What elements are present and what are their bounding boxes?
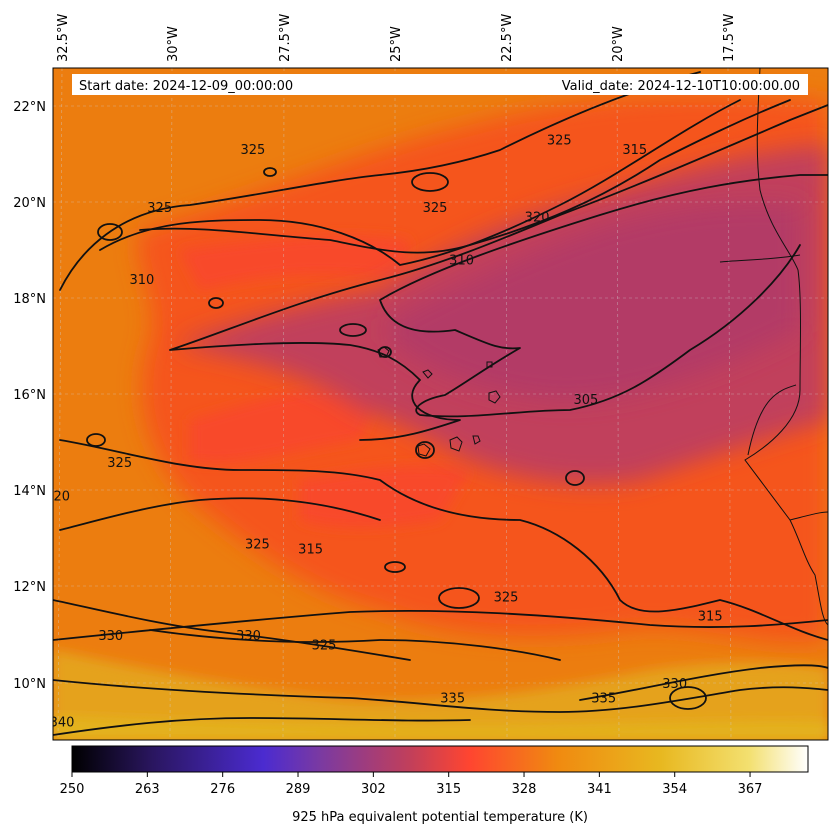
lon-label: 30°W bbox=[166, 26, 181, 62]
contour-labels: 325 325 325 325 320 315 310 310 305 325 320 325 315 3… bbox=[45, 134, 723, 731]
colorbar-tick-label: 289 bbox=[286, 782, 311, 797]
contour-label: 330 bbox=[98, 629, 123, 644]
contour-label: 325 bbox=[245, 538, 270, 553]
colorbar-tick-label: 328 bbox=[512, 782, 537, 797]
contour-label: 305 bbox=[573, 393, 598, 408]
contour-label: 325 bbox=[547, 134, 572, 149]
contour-label: 320 bbox=[525, 210, 550, 225]
lat-label: 18°N bbox=[13, 292, 46, 307]
contour-label: 335 bbox=[591, 691, 616, 706]
longitude-labels: 32.5°W 30°W 27.5°W 25°W 22.5°W 20°W 17.5… bbox=[56, 14, 737, 62]
closed-contour bbox=[208, 297, 224, 309]
contour-label: 325 bbox=[494, 590, 519, 605]
closed-contour bbox=[438, 587, 480, 609]
field-southern-band-strong bbox=[53, 715, 828, 740]
colorbar-tick-label: 341 bbox=[587, 782, 612, 797]
map-panel: 325 325 325 325 320 315 310 310 305 325 320 325 315 3… bbox=[45, 68, 828, 740]
contour-label: 315 bbox=[298, 542, 323, 557]
lon-label: 27.5°W bbox=[278, 14, 293, 62]
lat-label: 20°N bbox=[13, 196, 46, 211]
contour-label: 330 bbox=[236, 629, 261, 644]
lon-label: 20°W bbox=[611, 26, 626, 62]
contour-label: 320 bbox=[45, 489, 70, 504]
cape-verde-island bbox=[486, 361, 493, 368]
cape-verde-island bbox=[472, 435, 481, 445]
closed-contour bbox=[565, 470, 585, 486]
closed-contour bbox=[669, 686, 707, 710]
contour-label: 325 bbox=[240, 143, 265, 158]
closed-contour bbox=[415, 441, 435, 459]
contour-340 bbox=[53, 717, 471, 736]
contour-label: 325 bbox=[107, 456, 132, 471]
date-banner bbox=[72, 74, 808, 95]
contour-label: 315 bbox=[698, 610, 723, 625]
contour-label: 315 bbox=[622, 143, 647, 158]
cape-verde-island bbox=[488, 390, 501, 404]
contour-325 bbox=[59, 71, 701, 661]
african-border bbox=[719, 254, 828, 521]
cape-verde-island bbox=[377, 346, 390, 358]
colorbar-gradient bbox=[71, 745, 809, 773]
lat-label: 14°N bbox=[13, 484, 46, 499]
closed-contour bbox=[97, 223, 123, 241]
african-coast bbox=[744, 68, 828, 626]
colorbar-tick-label: 367 bbox=[738, 782, 763, 797]
colorbar-label: 925 hPa equivalent potential temperature… bbox=[292, 810, 588, 825]
field-purple-core bbox=[390, 203, 800, 400]
closed-contour bbox=[86, 433, 106, 447]
colorbar-tick-label: 315 bbox=[436, 782, 461, 797]
cape-verde-island bbox=[422, 369, 433, 379]
contour-label: 330 bbox=[662, 677, 687, 692]
closed-contour bbox=[411, 172, 449, 192]
field-red-fingers bbox=[180, 235, 470, 528]
contour-label: 310 bbox=[449, 254, 474, 269]
lat-label: 12°N bbox=[13, 580, 46, 595]
colorbar-ticks: 250 263 276 289 302 315 328 341 354 367 bbox=[60, 772, 763, 797]
contour-310 bbox=[169, 104, 828, 441]
latitude-labels: 22°N 20°N 18°N 16°N 14°N 12°N 10°N bbox=[13, 100, 46, 692]
lon-label: 22.5°W bbox=[500, 14, 515, 62]
lon-label: 17.5°W bbox=[722, 14, 737, 62]
closed-contour bbox=[339, 323, 367, 337]
contour-lines bbox=[53, 71, 828, 736]
lat-label: 16°N bbox=[13, 388, 46, 403]
contour-label: 340 bbox=[50, 716, 75, 731]
lat-label: 22°N bbox=[13, 100, 46, 115]
cape-verde-island bbox=[449, 436, 463, 452]
closed-contour bbox=[384, 561, 406, 573]
lon-label: 32.5°W bbox=[56, 14, 71, 62]
contour-label: 325 bbox=[312, 639, 337, 654]
contour-335 bbox=[53, 679, 828, 713]
colorbar-tick-label: 354 bbox=[662, 782, 687, 797]
colorbar-tick-label: 276 bbox=[210, 782, 235, 797]
cape-verde-island bbox=[417, 443, 431, 457]
coastline bbox=[377, 68, 828, 626]
lon-label: 25°W bbox=[389, 26, 404, 62]
lat-label: 10°N bbox=[13, 677, 46, 692]
valid-date-label: Valid_date: 2024-12-10T10:00:00.00 bbox=[562, 79, 800, 94]
start-date-label: Start date: 2024-12-09_00:00:00 bbox=[79, 79, 293, 94]
contour-label: 335 bbox=[440, 691, 465, 706]
closed-contour bbox=[263, 167, 277, 177]
contour-label: 325 bbox=[423, 201, 448, 216]
colorbar: 250 263 276 289 302 315 328 341 354 367 925 hPa e… bbox=[60, 745, 809, 825]
contour-label: 310 bbox=[129, 273, 154, 288]
colorbar-tick-label: 250 bbox=[60, 782, 85, 797]
contour-330 bbox=[53, 599, 828, 701]
colorbar-tick-label: 302 bbox=[361, 782, 386, 797]
contour-320 bbox=[53, 99, 828, 641]
map-frame bbox=[52, 67, 829, 741]
colorbar-tick-label: 263 bbox=[135, 782, 160, 797]
contour-305 bbox=[379, 174, 828, 418]
contour-label: 325 bbox=[147, 201, 172, 216]
